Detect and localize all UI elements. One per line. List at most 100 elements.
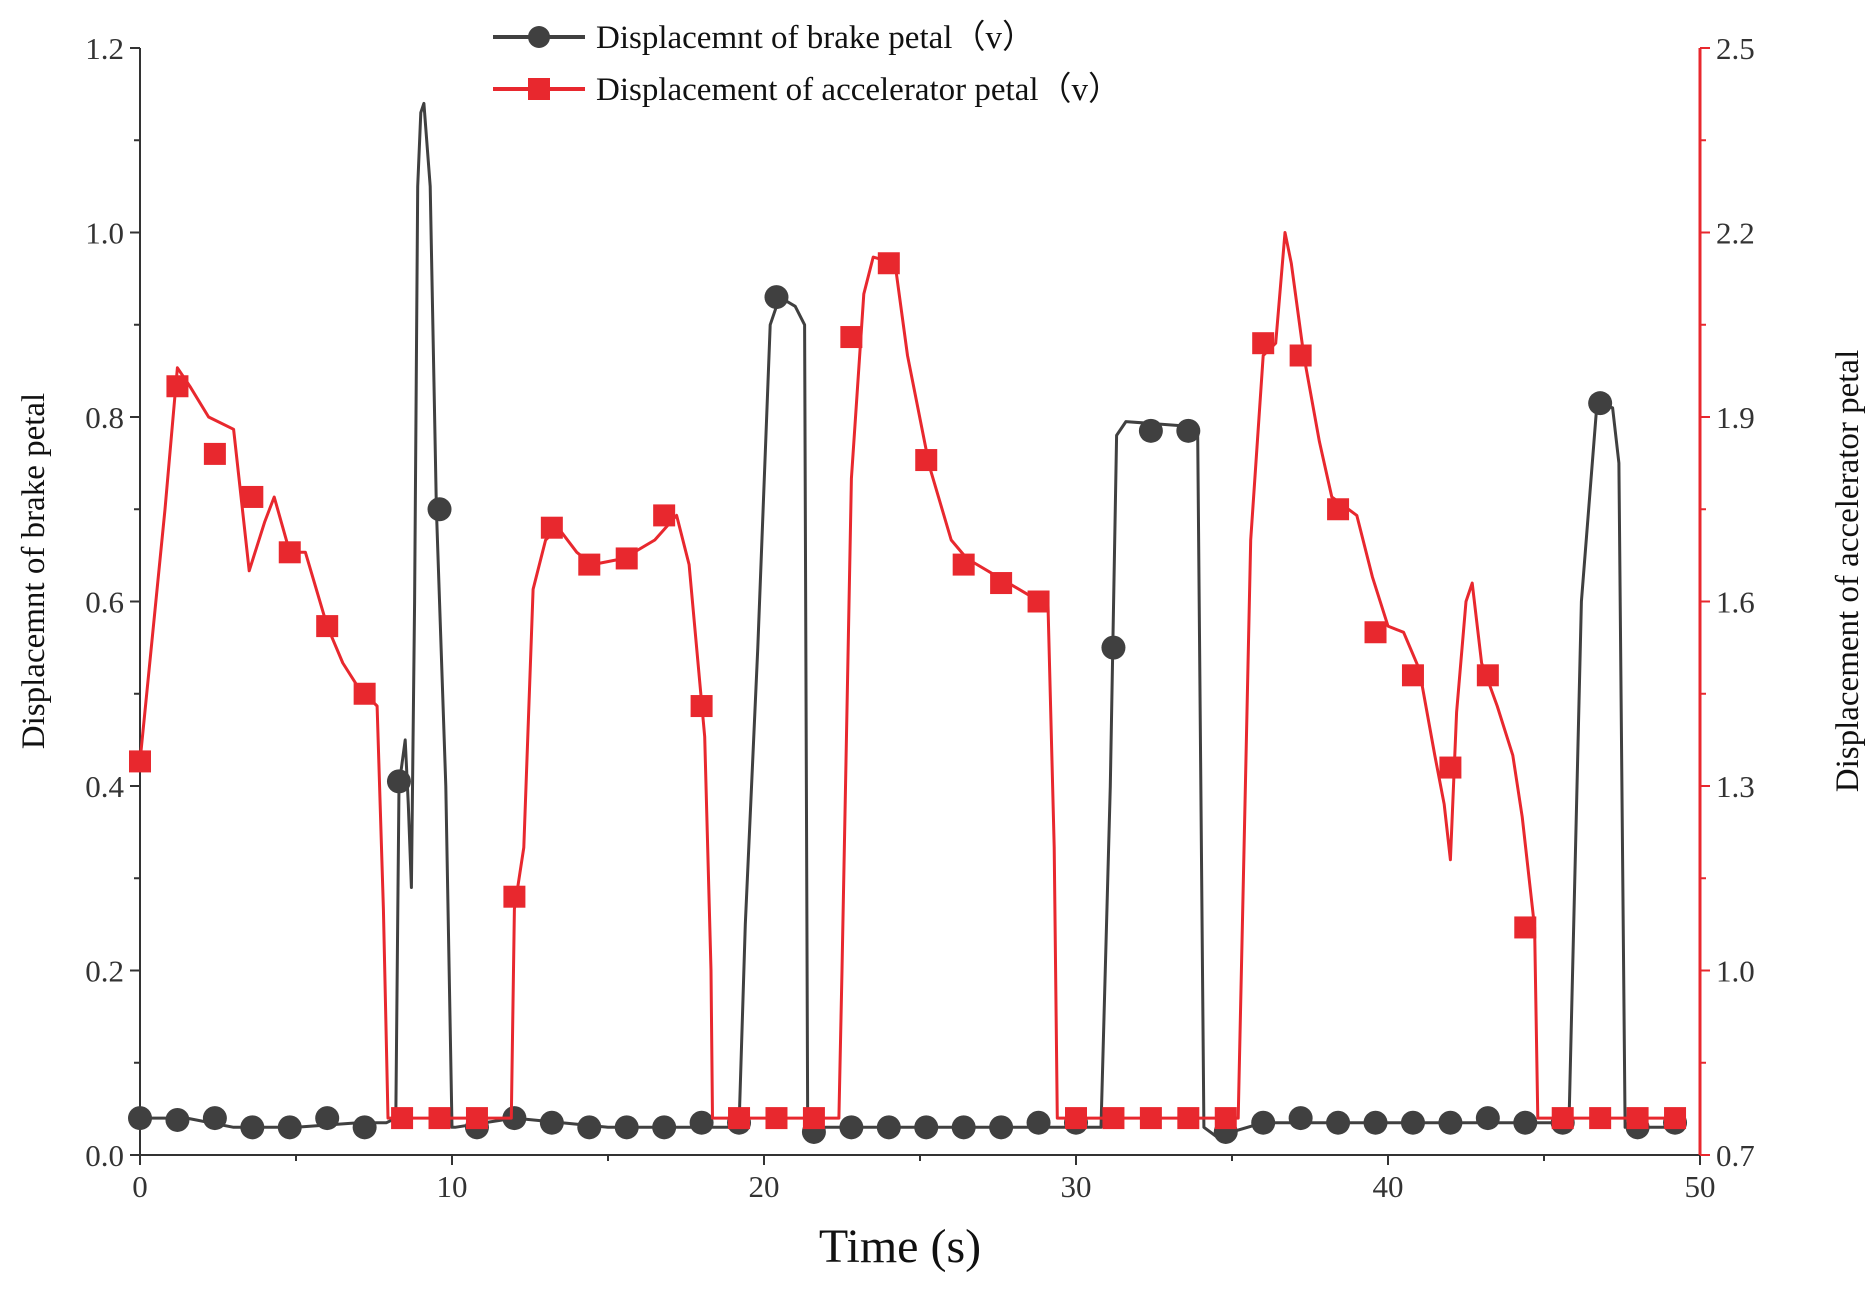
point-brake [1101, 635, 1126, 660]
point-brake [1288, 1106, 1313, 1131]
point-accelerator [1551, 1107, 1574, 1130]
x-tick-label: 50 [1685, 1169, 1716, 1204]
series-line-accelerator [138, 231, 1685, 1120]
point-accelerator [1289, 344, 1312, 367]
point-accelerator [1589, 1107, 1612, 1130]
axes-layer: 0 10 20 30 40 50 0.0 0.2 0.4 0.6 0.8 1.0 1.2 0.7 1.0 1.… [85, 31, 1755, 1204]
point-brake [689, 1110, 714, 1135]
y-right-tick-label: 2.5 [1716, 31, 1755, 66]
point-brake [315, 1106, 340, 1131]
point-brake [427, 497, 452, 522]
point-brake [1026, 1110, 1051, 1135]
point-brake [614, 1115, 639, 1140]
point-accelerator [1664, 1107, 1687, 1130]
point-brake [839, 1115, 864, 1140]
point-accelerator [1401, 664, 1424, 687]
point-accelerator [615, 547, 638, 570]
point-accelerator [840, 326, 863, 349]
y-right-tick-label: 1.0 [1716, 954, 1755, 989]
y-left-tick-label: 0.4 [85, 769, 124, 804]
x-axis-title: Time (s) [819, 1220, 981, 1273]
point-accelerator [1364, 621, 1387, 644]
point-accelerator [952, 553, 975, 576]
point-accelerator [316, 615, 339, 638]
point-brake [1138, 418, 1163, 443]
y-axis-right-title: Displacement of accelerator petal [1830, 350, 1866, 793]
legend-accelerator-label: Displacement of accelerator petal（v） [596, 72, 1121, 108]
point-accelerator [503, 885, 526, 908]
point-brake [202, 1106, 227, 1131]
point-accelerator [990, 572, 1013, 595]
point-brake [1326, 1110, 1351, 1135]
series-line-brake [140, 101, 1685, 1138]
point-accelerator [391, 1107, 414, 1130]
point-brake [951, 1115, 976, 1140]
point-brake [914, 1115, 939, 1140]
y-right-tick-label: 2.2 [1716, 216, 1755, 251]
point-accelerator [1327, 498, 1350, 521]
point-brake [128, 1106, 152, 1131]
legend-brake-label: Displacemnt of brake petal（v） [596, 20, 1035, 56]
point-accelerator [765, 1107, 788, 1130]
point-brake [876, 1115, 901, 1140]
point-accelerator [353, 682, 376, 705]
point-accelerator [465, 1107, 488, 1130]
y-right-tick-label: 0.7 [1716, 1138, 1755, 1173]
point-accelerator [166, 375, 189, 398]
point-accelerator [1439, 756, 1462, 779]
legend-accelerator-marker [528, 78, 550, 100]
x-tick-label: 10 [437, 1169, 468, 1204]
y-right-tick-label: 1.3 [1716, 769, 1755, 804]
point-accelerator [1214, 1107, 1237, 1130]
y-left-tick-label: 0.2 [85, 954, 124, 989]
point-accelerator [1476, 664, 1499, 687]
x-tick-label: 30 [1061, 1169, 1092, 1204]
point-brake [1363, 1110, 1388, 1135]
y-left-tick-label: 0.0 [85, 1138, 124, 1173]
point-accelerator [241, 485, 264, 508]
x-tick-label: 0 [132, 1169, 148, 1204]
point-accelerator [1027, 590, 1050, 613]
point-brake [1438, 1110, 1463, 1135]
point-brake [502, 1106, 527, 1131]
point-accelerator [690, 695, 713, 718]
point-brake [764, 285, 789, 310]
point-accelerator [877, 252, 900, 275]
point-accelerator [540, 516, 563, 539]
point-brake [1176, 418, 1201, 443]
point-accelerator [915, 449, 938, 472]
point-accelerator [578, 553, 601, 576]
point-brake [165, 1107, 190, 1132]
y-left-tick-label: 1.0 [85, 216, 124, 251]
point-accelerator [653, 504, 676, 527]
point-accelerator [1252, 332, 1275, 355]
y-left-tick-label: 1.2 [85, 31, 124, 66]
point-accelerator [129, 750, 151, 773]
point-accelerator [428, 1107, 451, 1130]
point-brake [277, 1115, 302, 1140]
point-accelerator [1626, 1107, 1649, 1130]
x-tick-label: 20 [749, 1169, 780, 1204]
point-accelerator [1139, 1107, 1162, 1130]
point-accelerator [1102, 1107, 1125, 1130]
point-accelerator [1177, 1107, 1200, 1130]
point-accelerator [203, 442, 226, 465]
point-brake [386, 769, 411, 794]
point-brake [539, 1110, 564, 1135]
point-brake [652, 1115, 677, 1140]
y-left-tick-label: 0.6 [85, 585, 124, 620]
point-brake [1400, 1110, 1425, 1135]
y-right-tick-label: 1.6 [1716, 585, 1755, 620]
point-accelerator [728, 1107, 751, 1130]
point-accelerator [802, 1107, 825, 1130]
point-brake [1251, 1110, 1276, 1135]
point-accelerator [1514, 916, 1537, 939]
point-brake [1475, 1106, 1500, 1131]
y-axis-left-title: Displacemnt of brake petal [16, 393, 52, 749]
legend-brake-marker [528, 26, 550, 48]
legend: Displacemnt of brake petal（v） Displaceme… [493, 20, 1121, 108]
y-right-tick-label: 1.9 [1716, 400, 1755, 435]
point-accelerator [1065, 1107, 1087, 1130]
